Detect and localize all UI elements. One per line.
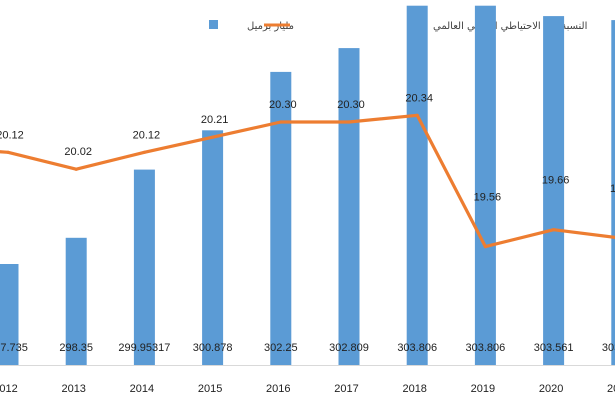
bar-2019 (474, 5, 496, 365)
bar-value-label-2015: 300.878 (193, 342, 233, 354)
x-axis-ticks: 2012 2013 2014 2015 2016 2017 2018 2019 2020 2021 (0, 383, 615, 395)
line-point-2019 (483, 245, 487, 249)
line-point-2014 (142, 150, 146, 154)
line-value-label-2016: 20.30 (269, 99, 297, 111)
bar-value-label-2017: 302.809 (329, 342, 369, 354)
line-value-label-2013: 20.02 (64, 146, 92, 158)
bar-2015 (202, 130, 224, 365)
bar-value-label-2021: 303.468 (602, 342, 615, 354)
line-value-label-2012: 20.12 (0, 129, 24, 141)
bar-value-label-2012: 297.735 (0, 342, 28, 354)
line-series (0, 113, 615, 249)
bar-2021 (611, 20, 615, 365)
bar-2016 (270, 71, 292, 366)
x-tick-label-2021: 2021 (607, 383, 615, 395)
bar-value-label-2013: 298.35 (59, 342, 93, 354)
bar-2014 (133, 169, 155, 365)
bar-value-label-2020: 303.561 (534, 342, 574, 354)
x-tick-label-2012: 2012 (0, 383, 18, 395)
bar-series (0, 5, 615, 366)
plot-area: 297.735 298.35 299.95317 300.878 302.25 302.8… (0, 5, 615, 366)
line-point-2016 (279, 120, 283, 124)
x-tick-label-2018: 2018 (402, 383, 426, 395)
bar-2013 (65, 237, 87, 365)
line-labels: 20.12 20.02 20.12 20.21 20.30 20.30 20.34 19.56… (0, 92, 615, 203)
bar-2017 (338, 48, 360, 365)
bar-value-label-2016: 302.25 (264, 342, 298, 354)
x-tick-label-2020: 2020 (539, 383, 563, 395)
line-value-label-2017: 20.30 (337, 99, 365, 111)
x-tick-label-2015: 2015 (198, 383, 222, 395)
line-value-label-2020: 19.66 (542, 175, 570, 187)
line-value-label-2015: 20.21 (201, 114, 229, 126)
x-tick-label-2016: 2016 (266, 383, 290, 395)
line-value-label-2018: 20.34 (405, 92, 433, 104)
bar-value-label-2018: 303.806 (397, 342, 437, 354)
bar-value-label-2019: 303.806 (466, 342, 506, 354)
line-value-label-2014: 20.12 (133, 129, 161, 141)
line-point-2015 (211, 135, 215, 139)
legend-label-line: النسبة إلى الاحتياطي النفطي العالمي (433, 21, 587, 32)
x-tick-label-2013: 2013 (61, 383, 85, 395)
bar-2020 (543, 16, 565, 365)
bar-labels: 297.735 298.35 299.95317 300.878 302.25 302.8… (0, 342, 615, 354)
x-tick-label-2014: 2014 (130, 383, 154, 395)
legend-swatch-bars (209, 20, 218, 29)
line-path (0, 113, 615, 249)
line-value-label-2019: 19.56 (474, 192, 502, 204)
line-point-2012 (6, 150, 10, 154)
line-point-2020 (552, 228, 556, 232)
x-tick-label-2019: 2019 (471, 383, 495, 395)
line-value-label-2021: 19.61 (610, 183, 615, 195)
legend: مليار برميل النسبة إلى الاحتياطي النفطي … (209, 20, 587, 32)
bar-2018 (406, 5, 428, 365)
x-tick-label-2017: 2017 (334, 383, 358, 395)
line-point-2017 (347, 120, 351, 124)
bar-2012 (0, 264, 19, 365)
bar-value-label-2014: 299.95317 (118, 342, 170, 354)
line-point-2018 (415, 113, 419, 117)
line-point-2013 (74, 167, 78, 171)
